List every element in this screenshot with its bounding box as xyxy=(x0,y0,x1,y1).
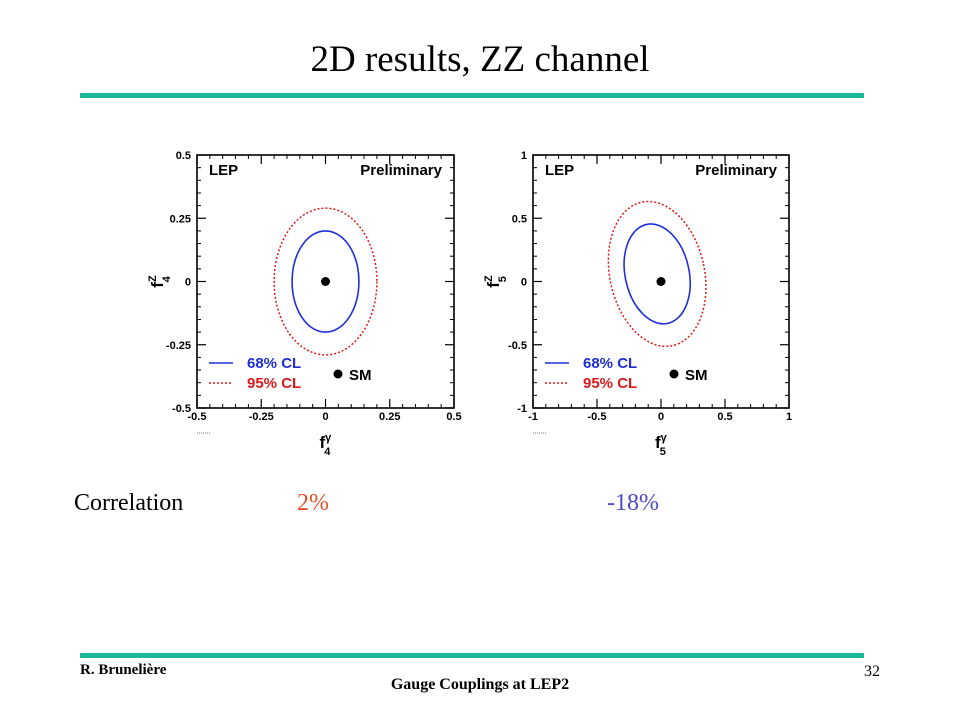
contour-95cl xyxy=(607,200,707,348)
chart-1: -0.5 -0.25 0 0.25 0.5 0.5 0.25 0 -0.25 -0.5 LEP Pre… xyxy=(147,150,462,458)
sm-point xyxy=(656,277,666,286)
y-tick-label: 0 xyxy=(185,277,191,289)
x-tick-label: -1 xyxy=(528,411,538,423)
legend-sm-label: SM xyxy=(685,367,708,384)
contour-95cl xyxy=(273,207,378,356)
legend-sm-marker xyxy=(669,369,679,379)
talk-title: Gauge Couplings at LEP2 xyxy=(390,676,570,693)
x-tick-label: 1 xyxy=(786,411,792,423)
x-tick-label: 0.5 xyxy=(717,411,732,423)
y-tick-label: 0.5 xyxy=(512,213,527,225)
y-tick-label: -0.5 xyxy=(172,403,191,415)
y-tick-label: -0.5 xyxy=(508,340,527,352)
correlation-value-left: 2% xyxy=(297,490,329,516)
correlation-value-right: -18% xyxy=(607,490,659,516)
x-tick-label: -0.5 xyxy=(188,411,207,423)
sm-point xyxy=(321,277,330,286)
slide-title: 2D results, ZZ channel xyxy=(310,39,650,80)
x-axis-title: fγ 4 xyxy=(320,432,333,458)
y-tick-label: -0.25 xyxy=(166,340,191,352)
legend-label: 95% CL xyxy=(583,375,637,392)
legend-label: 95% CL xyxy=(247,375,301,392)
lep-label: LEP xyxy=(209,162,238,179)
y-tick-label: 1 xyxy=(521,150,527,162)
footer-rule xyxy=(80,653,864,658)
legend-label: 68% CL xyxy=(247,355,301,372)
page-number: 32 xyxy=(864,663,880,680)
y-tick-label: -1 xyxy=(517,403,527,415)
legend-label: 68% CL xyxy=(583,355,637,372)
y-tick-label: 0.25 xyxy=(170,213,191,225)
contour-68cl xyxy=(623,223,691,325)
preliminary-label: Preliminary xyxy=(695,162,777,179)
y-axis-title: fZ 4 xyxy=(147,275,173,288)
x-tick-label: -0.25 xyxy=(249,411,274,423)
chart-2: -1 -0.5 0 0.5 1 1 0.5 0 -0.5 -1 LEP Preliminary 68% … xyxy=(483,150,792,458)
legend-sm-marker xyxy=(333,369,343,379)
legend-sm-label: SM xyxy=(349,367,372,384)
y-tick-label: 0 xyxy=(521,277,527,289)
lep-label: LEP xyxy=(545,162,574,179)
author-name: R. Brunelière xyxy=(80,662,167,678)
y-axis-title: fZ 5 xyxy=(483,275,509,288)
x-axis-title: fγ 5 xyxy=(655,432,668,458)
x-tick-label: 0 xyxy=(658,411,664,423)
correlation-label: Correlation xyxy=(74,490,184,516)
title-rule xyxy=(80,93,864,98)
contour-68cl xyxy=(291,230,360,333)
preliminary-label: Preliminary xyxy=(360,162,442,179)
x-tick-label: 0 xyxy=(322,411,328,423)
x-tick-label: -0.5 xyxy=(588,411,607,423)
x-tick-label: 0.5 xyxy=(446,411,461,423)
y-tick-label: 0.5 xyxy=(176,150,191,162)
x-tick-label: 0.25 xyxy=(379,411,400,423)
